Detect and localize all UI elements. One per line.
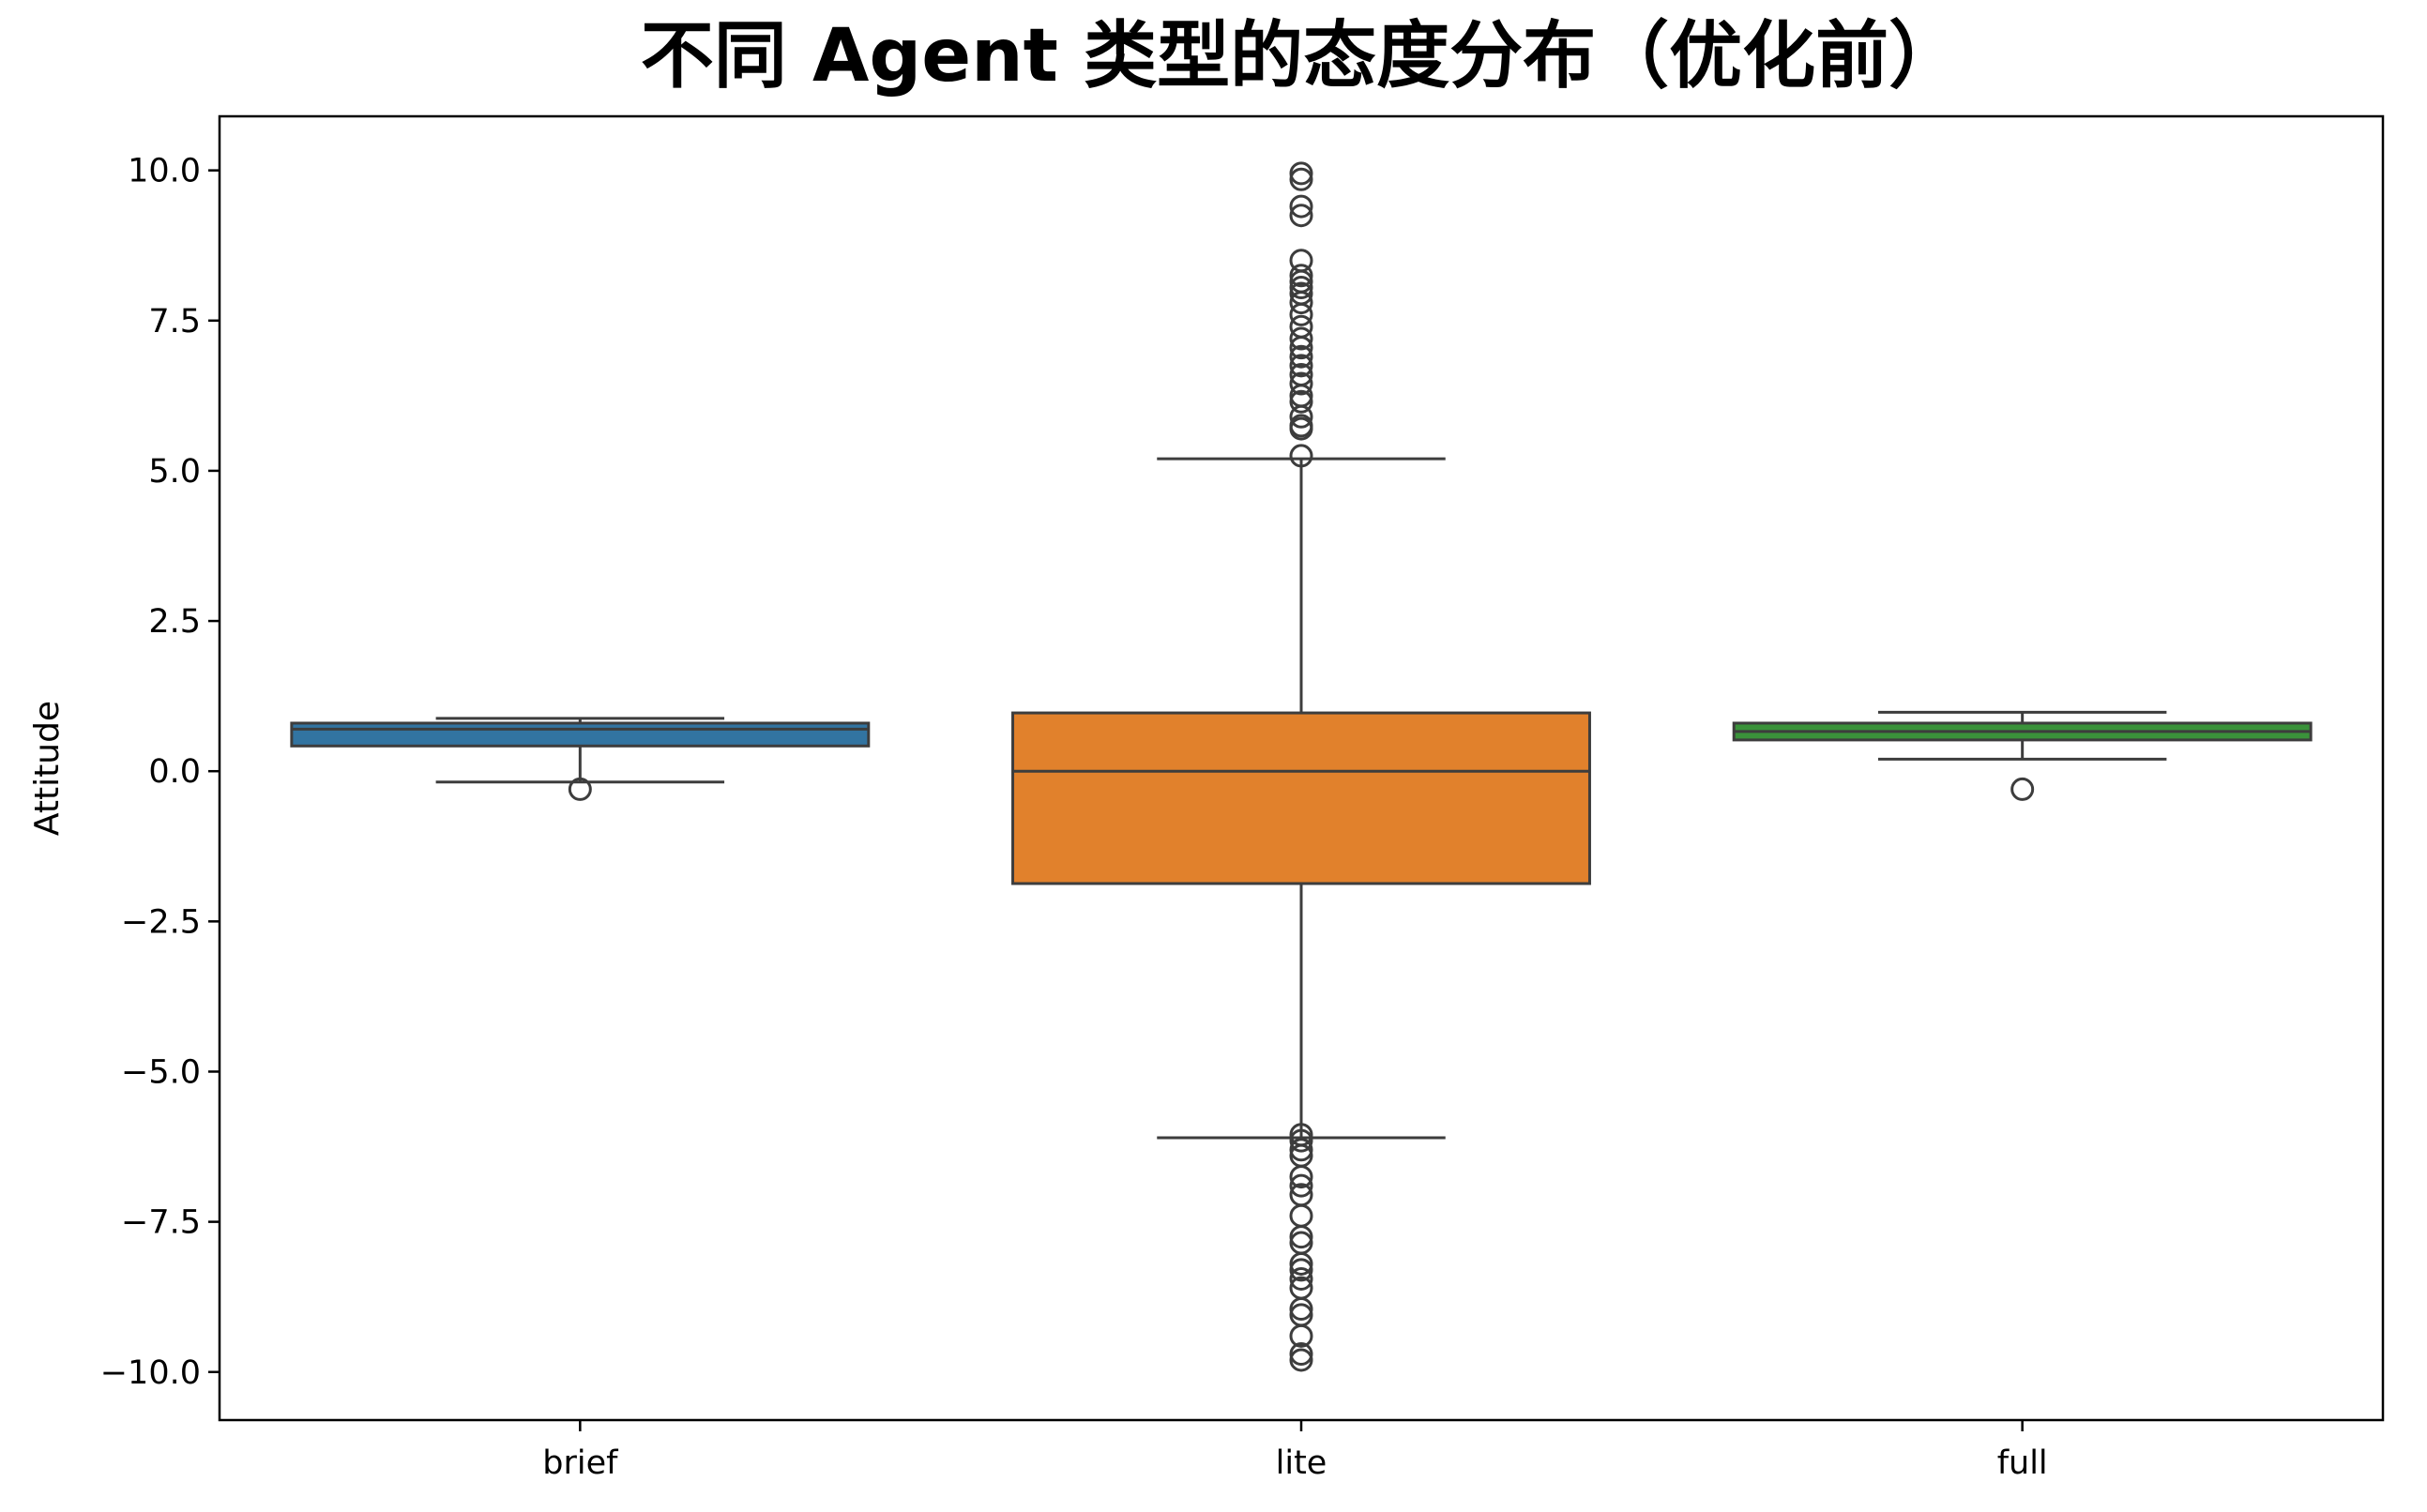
y-tick-label: −5.0 — [121, 1053, 201, 1091]
outlier-point — [1289, 194, 1313, 219]
box-body — [290, 721, 871, 748]
y-tick-label: 2.5 — [148, 603, 201, 641]
x-axis: brief lite full — [542, 1420, 2048, 1482]
outlier-point — [1289, 1225, 1313, 1249]
box-full — [1732, 710, 2313, 801]
y-tick-label: −7.5 — [121, 1204, 201, 1242]
outlier-point — [1289, 1342, 1313, 1367]
y-tick-label: −2.5 — [121, 903, 201, 941]
y-tick-label: 7.5 — [148, 303, 201, 340]
outlier-point — [1289, 167, 1313, 191]
outlier-point — [1289, 371, 1313, 396]
box-lite — [1011, 161, 1591, 1372]
x-tick-label-brief: brief — [542, 1444, 618, 1482]
y-tick-label: 10.0 — [128, 153, 201, 190]
outlier-point — [1289, 1138, 1313, 1162]
outlier-point — [1289, 1323, 1313, 1348]
chart-title: 不同 Agent 类型的态度分布（优化前） — [640, 14, 1963, 98]
outlier-point — [1289, 1251, 1313, 1276]
x-tick-label-full: full — [1997, 1444, 2048, 1482]
outlier-point — [1289, 302, 1313, 326]
outlier-point — [1289, 1266, 1313, 1291]
outlier-point — [1289, 354, 1313, 378]
outlier-point — [1289, 1348, 1313, 1372]
outlier-point — [1289, 204, 1313, 228]
x-tick-label-lite: lite — [1276, 1444, 1327, 1482]
outlier-point — [1289, 1128, 1313, 1153]
y-axis: 10.0 7.5 5.0 2.5 0.0 −2.5 −5.0 −7.5 −10.0 — [100, 153, 220, 1392]
outlier-point — [1289, 344, 1313, 369]
y-tick-label: 0.0 — [148, 753, 201, 791]
outlier-point — [1289, 1173, 1313, 1198]
box-brief — [290, 717, 871, 801]
outlier-point — [1289, 1296, 1313, 1321]
outlier-point — [2010, 777, 2035, 801]
boxes-layer — [290, 161, 2313, 1372]
outlier-point — [1289, 161, 1313, 186]
outlier-point — [1289, 1165, 1313, 1189]
y-axis-label: Attitude — [28, 701, 67, 836]
outlier-point — [1289, 291, 1313, 315]
outlier-point — [1289, 404, 1313, 429]
outlier-point — [1289, 314, 1313, 339]
outlier-point — [1289, 276, 1313, 300]
y-tick-label: −10.0 — [100, 1354, 201, 1392]
y-tick-label: 5.0 — [148, 453, 201, 491]
outlier-point — [1289, 326, 1313, 351]
box-body — [1011, 711, 1591, 885]
outlier-point — [1289, 1258, 1313, 1282]
outlier-point — [568, 777, 592, 801]
outlier-point — [1289, 336, 1313, 360]
outlier-point — [1289, 264, 1313, 288]
outlier-point — [1289, 1203, 1313, 1228]
outlier-point — [1289, 416, 1313, 441]
outlier-point — [1289, 444, 1313, 468]
outlier-point — [1289, 389, 1313, 414]
